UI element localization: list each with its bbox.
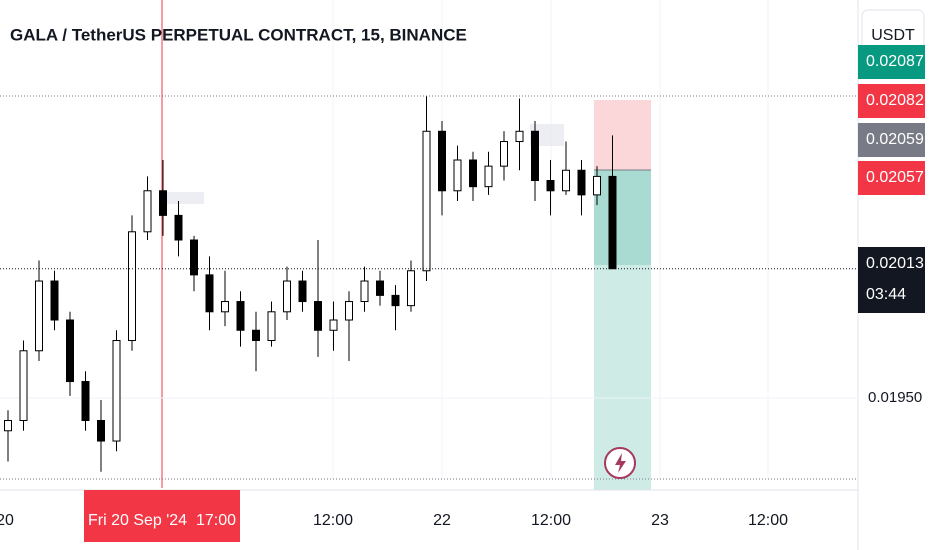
candle-body: [376, 280, 384, 296]
price-label-box: [858, 247, 925, 313]
candle-body: [577, 169, 586, 196]
x-tick-label: 23: [651, 512, 669, 529]
candle-body: [484, 165, 493, 188]
price-label: 0.02082: [866, 92, 924, 109]
candle-body: [267, 311, 276, 342]
candle-body: [515, 130, 524, 143]
candle-body: [81, 381, 90, 422]
candle-body: [546, 180, 555, 192]
x-tick-label: 12:00: [531, 512, 571, 529]
candle-body: [469, 159, 477, 188]
stop-zone: [594, 100, 651, 170]
candle-body: [128, 231, 136, 342]
candle-body: [159, 190, 167, 216]
candle-body: [500, 141, 508, 167]
price-label: 0.02057: [866, 169, 924, 186]
candle-body: [143, 190, 152, 233]
x-tick-label: 22: [433, 512, 451, 529]
candle-body: [453, 159, 462, 192]
candle-body: [19, 350, 28, 422]
x-tick-label: 20: [0, 512, 14, 529]
candle-body: [4, 420, 12, 432]
candle-body: [221, 301, 229, 313]
candle-body: [236, 301, 245, 331]
currency-label: USDT: [871, 27, 915, 44]
candle-body: [35, 280, 43, 352]
crosshair-label-box: [84, 490, 240, 542]
candle-body: [112, 340, 121, 442]
y-tick-label: 0.01950: [868, 389, 922, 406]
x-tick-label: 12:00: [748, 512, 788, 529]
candle-body: [97, 420, 105, 442]
x-tick-label: 12:00: [313, 512, 353, 529]
axes: 0.01950 0.02087 0.02082 0.02059 0.02057 0.020…: [0, 45, 925, 542]
chart-title: GALA / TetherUS PERPETUAL CONTRACT, 15, …: [10, 25, 467, 44]
price-label-box: [858, 45, 925, 79]
alert-bolt: [615, 453, 626, 473]
candle-body: [252, 329, 260, 342]
candle-body: [283, 280, 291, 313]
price-label-box: [858, 123, 925, 157]
grid: [332, 0, 769, 480]
candle-body: [562, 169, 570, 192]
price-label: 0.02013: [866, 255, 924, 272]
candle-body: [50, 280, 59, 321]
range-box: [160, 192, 204, 204]
countdown: 03:44: [866, 286, 906, 303]
price-label: 0.02087: [866, 53, 924, 70]
candle-body: [360, 280, 369, 303]
candle-body: [593, 175, 601, 196]
candle-body: [298, 280, 307, 303]
candle-body: [205, 274, 214, 313]
candle-body: [174, 214, 183, 241]
candle-body: [190, 239, 198, 276]
candle-body: [531, 130, 539, 182]
candle-body: [407, 270, 415, 307]
candle-body: [438, 130, 446, 192]
candle-body: [391, 294, 400, 307]
crosshair-label: Fri 20 Sep '24 17:00: [88, 512, 236, 529]
price-label-box: [858, 161, 925, 195]
price-label: 0.02059: [866, 131, 924, 148]
candle-body: [329, 319, 338, 331]
candle-body: [66, 319, 74, 383]
price-label-box: [858, 84, 925, 118]
candle-body: [314, 301, 322, 331]
candle-body: [422, 130, 431, 272]
candle-body: [608, 175, 617, 270]
candle-body: [345, 301, 353, 321]
profit-zone-active: [594, 170, 651, 265]
plot: [0, 96, 858, 472]
